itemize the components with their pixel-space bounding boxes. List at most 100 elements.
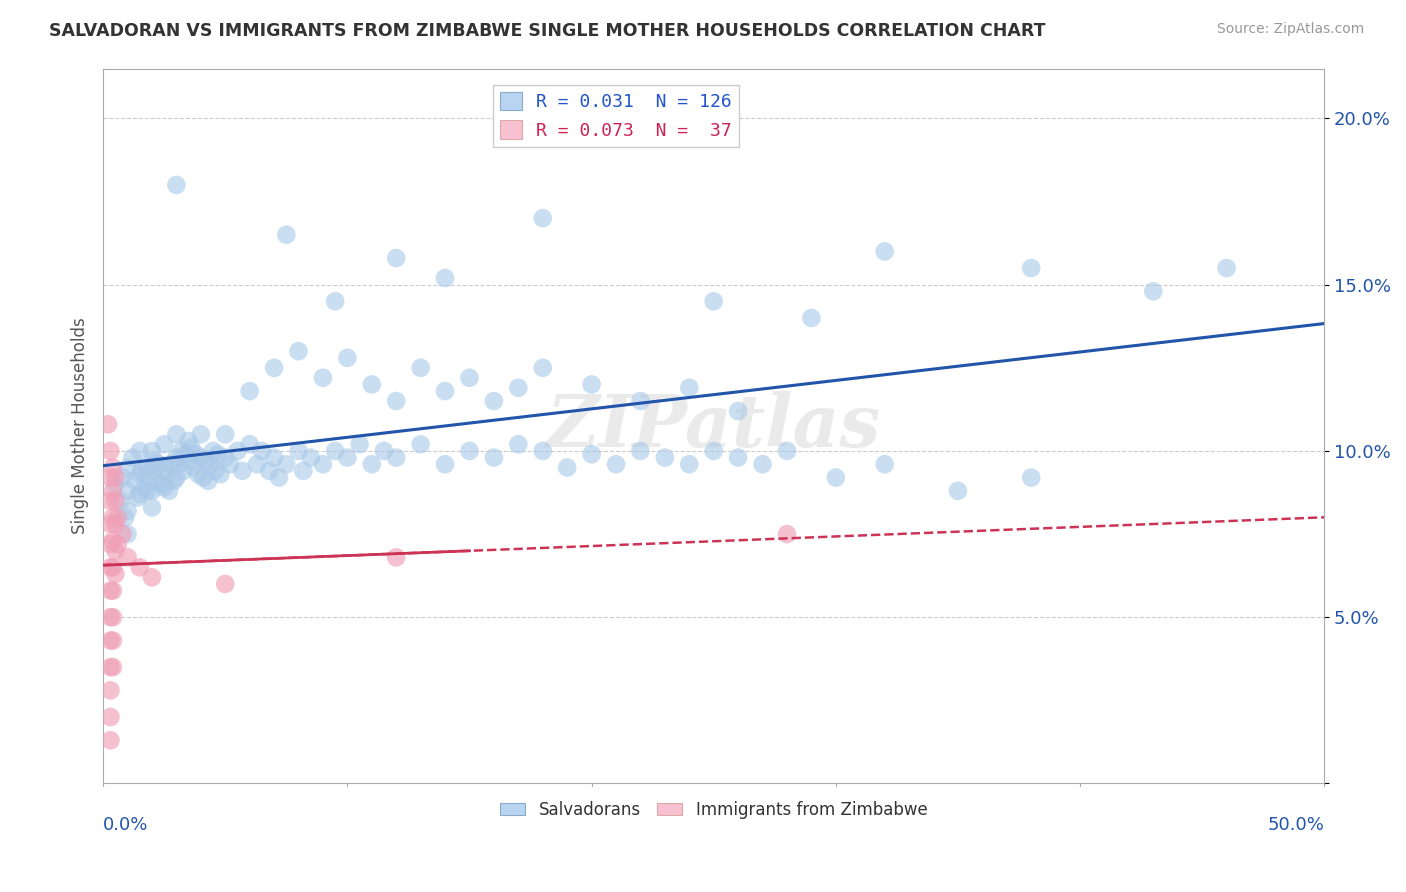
Point [143, 454, 166, 468]
Point [276, 227, 298, 242]
Point [219, 457, 242, 471]
Point [97, 417, 120, 432]
Point [654, 450, 676, 465]
Point [239, 384, 262, 398]
Point [360, 377, 382, 392]
Point [165, 427, 187, 442]
Point [409, 437, 432, 451]
Point [1215, 261, 1237, 276]
Point [141, 444, 163, 458]
Point [776, 527, 799, 541]
Point [800, 310, 823, 325]
Point [124, 474, 146, 488]
Point [385, 550, 408, 565]
Point [581, 377, 603, 392]
Point [173, 464, 195, 478]
Point [100, 660, 122, 674]
Point [146, 474, 169, 488]
Point [104, 517, 127, 532]
Point [100, 560, 122, 574]
Point [434, 457, 457, 471]
Point [482, 394, 505, 409]
Point [141, 500, 163, 515]
Point [160, 457, 183, 471]
Point [100, 610, 122, 624]
Text: 50.0%: 50.0% [1267, 815, 1324, 834]
Point [107, 537, 129, 551]
Point [209, 467, 232, 482]
Point [204, 464, 226, 478]
Point [121, 450, 143, 465]
Text: SALVADORAN VS IMMIGRANTS FROM ZIMBABWE SINGLE MOTHER HOUSEHOLDS CORRELATION CHAR: SALVADORAN VS IMMIGRANTS FROM ZIMBABWE S… [49, 22, 1046, 40]
Point [727, 450, 749, 465]
Point [104, 543, 127, 558]
Point [202, 444, 225, 458]
Point [312, 457, 335, 471]
Point [226, 444, 249, 458]
Point [100, 733, 122, 747]
Point [373, 444, 395, 458]
Point [117, 504, 139, 518]
Point [678, 381, 700, 395]
Point [184, 447, 207, 461]
Point [312, 371, 335, 385]
Point [751, 457, 773, 471]
Point [128, 487, 150, 501]
Point [458, 444, 481, 458]
Point [128, 467, 150, 482]
Point [101, 583, 124, 598]
Point [157, 483, 180, 498]
Point [111, 527, 134, 541]
Point [100, 517, 122, 532]
Point [678, 457, 700, 471]
Point [128, 560, 150, 574]
Point [141, 570, 163, 584]
Point [292, 464, 315, 478]
Point [323, 444, 346, 458]
Point [190, 450, 212, 465]
Point [101, 460, 124, 475]
Point [434, 271, 457, 285]
Point [200, 457, 222, 471]
Point [349, 437, 371, 451]
Point [250, 444, 273, 458]
Point [165, 470, 187, 484]
Point [299, 450, 322, 465]
Point [190, 427, 212, 442]
Point [174, 447, 197, 461]
Point [508, 437, 530, 451]
Point [824, 470, 846, 484]
Point [104, 470, 127, 484]
Point [703, 294, 725, 309]
Point [246, 457, 269, 471]
Point [630, 444, 652, 458]
Point [153, 481, 176, 495]
Point [194, 454, 217, 468]
Point [214, 577, 236, 591]
Point [531, 444, 554, 458]
Point [101, 510, 124, 524]
Point [276, 457, 298, 471]
Point [117, 460, 139, 475]
Point [104, 566, 127, 581]
Point [153, 460, 176, 475]
Point [138, 470, 160, 484]
Point [136, 483, 159, 498]
Point [1142, 285, 1164, 299]
Point [141, 464, 163, 478]
Point [776, 444, 799, 458]
Point [134, 481, 156, 495]
Point [117, 550, 139, 565]
Point [170, 444, 193, 458]
Point [104, 477, 127, 491]
Point [214, 427, 236, 442]
Point [128, 444, 150, 458]
Point [100, 583, 122, 598]
Point [117, 527, 139, 541]
Point [555, 460, 578, 475]
Point [605, 457, 627, 471]
Legend: Salvadorans, Immigrants from Zimbabwe: Salvadorans, Immigrants from Zimbabwe [494, 794, 934, 825]
Point [156, 467, 179, 482]
Point [177, 434, 200, 448]
Point [101, 610, 124, 624]
